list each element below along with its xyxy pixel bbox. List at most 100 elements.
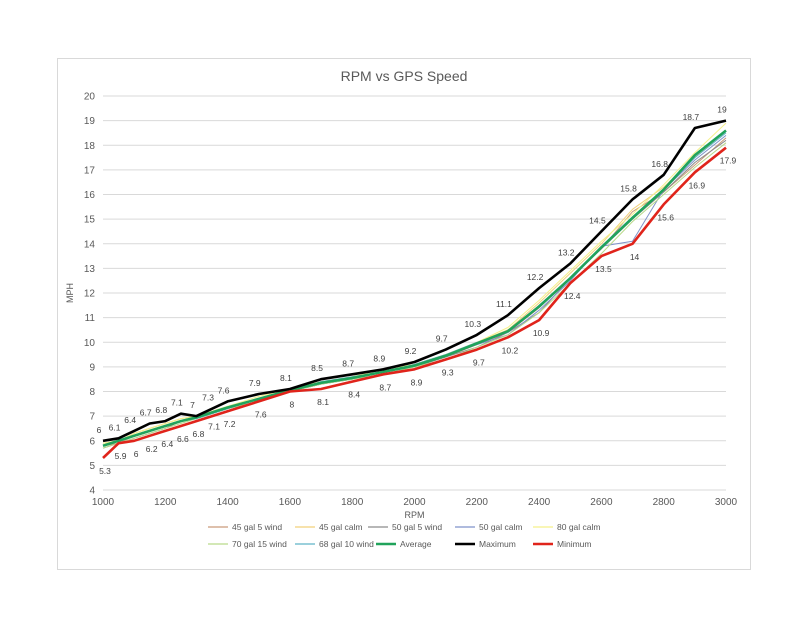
legend-label: 68 gal 10 wind [319,539,374,549]
data-label: 12.4 [564,291,581,301]
data-label: 11.1 [496,299,512,309]
legend-label: Average [400,539,432,549]
data-label: 7.9 [249,378,261,388]
y-tick-label: 18 [84,141,96,152]
series-line-maximum [102,119,727,443]
x-tick-label: 1400 [216,497,239,508]
data-label: 8.4 [348,390,360,400]
data-label: 7.1 [171,398,183,408]
data-label: 12.2 [527,272,544,282]
data-label: 9.7 [436,334,448,344]
legend-label: Maximum [479,539,516,549]
x-tick-label: 2800 [653,497,676,508]
series-line-50-gal-calm [102,135,727,447]
series-line-average [102,129,727,447]
x-axis-title: RPM [405,510,425,520]
legend-label: 80 gal calm [557,522,600,532]
data-label: 14 [630,252,640,262]
legend: 45 gal 5 wind 45 gal calm 50 gal 5 wind 50 … [208,522,600,549]
data-label: 14.5 [589,215,606,225]
legend-label: Minimum [557,539,591,549]
data-label: 9.3 [442,367,454,377]
legend-label: 45 gal 5 wind [232,522,282,532]
data-label: 16.8 [651,159,668,169]
chart-title: RPM vs GPS Speed [341,68,468,84]
data-label: 8.1 [280,373,292,383]
data-label: 5.3 [99,466,111,476]
x-tick-label: 2000 [403,497,426,508]
data-label: 15.6 [657,212,674,222]
data-label: 8.1 [317,397,329,407]
data-label: 10.9 [533,328,550,338]
y-tick-label: 15 [84,215,96,226]
data-label: 5.9 [115,451,127,461]
y-tick-label: 4 [89,486,95,497]
legend-label: 50 gal 5 wind [392,522,442,532]
y-axis-title: MPH [65,283,75,303]
data-label: 7.2 [224,419,236,429]
data-label: 19 [717,105,727,115]
x-tick-label: 1000 [92,497,115,508]
data-label: 7.6 [255,409,267,419]
data-label: 13.5 [595,264,612,274]
data-label: 10.3 [465,319,482,329]
data-label: 6.6 [177,434,189,444]
data-label: 6.4 [161,439,173,449]
y-tick-label: 20 [84,92,96,103]
x-tick-label: 2400 [528,497,551,508]
data-labels: 6 6.16.46.7 6.87.1 77.37.67.9 8.18.5 8.7 8.99.… [97,105,737,476]
data-label: 15.8 [620,183,637,193]
y-tick-label: 17 [84,165,96,176]
legend-label: 70 gal 15 wind [232,539,287,549]
legend-label: 45 gal calm [319,522,362,532]
data-label: 7.1 [208,422,220,432]
data-label: 17.9 [720,156,737,166]
y-tick-label: 13 [84,264,96,275]
data-label: 6.1 [109,422,121,432]
data-label: 10.2 [502,345,519,355]
legend-label: 50 gal calm [479,522,522,532]
y-tick-label: 10 [84,338,96,349]
series-line-80-gal-calm [102,122,727,444]
data-label: 7.3 [202,393,214,403]
data-label: 6 [97,425,102,435]
x-tick-label: 3000 [715,497,738,508]
data-label: 6.7 [140,408,152,418]
x-tick-label: 1600 [279,497,302,508]
data-label: 8.7 [379,382,391,392]
data-label: 16.9 [689,180,706,190]
data-label: 8 [290,400,295,410]
x-tick-label: 1200 [154,497,177,508]
y-tick-label: 6 [89,436,95,447]
data-label: 13.2 [558,247,575,257]
data-label: 7 [190,400,195,410]
series-line-68-gal-10-wind [102,132,727,447]
data-label: 8.9 [411,377,423,387]
y-tick-label: 14 [84,239,96,250]
data-label: 6 [134,449,139,459]
y-tick-label: 11 [85,313,96,324]
y-tick-label: 16 [84,190,96,201]
data-label: 8.9 [373,353,385,363]
series-lines [102,119,727,459]
x-tick-label: 2200 [466,497,489,508]
data-label: 6.2 [146,444,158,454]
y-tick-label: 9 [89,362,95,373]
data-label: 6.4 [124,415,136,425]
y-tick-label: 19 [84,116,96,127]
y-tick-label: 12 [84,289,96,300]
data-label: 8.5 [311,363,323,373]
data-label: 8.7 [342,358,354,368]
y-tick-label: 5 [89,461,95,472]
data-label: 6.8 [155,405,167,415]
y-tick-label: 8 [89,387,95,398]
y-tick-label: 7 [89,412,95,423]
data-label: 18.7 [683,112,700,122]
series-line-45-gal-calm [102,130,727,444]
x-tick-label: 1800 [341,497,364,508]
data-label: 6.8 [193,429,205,439]
series-line-minimum [102,146,727,459]
data-label: 9.7 [473,358,485,368]
